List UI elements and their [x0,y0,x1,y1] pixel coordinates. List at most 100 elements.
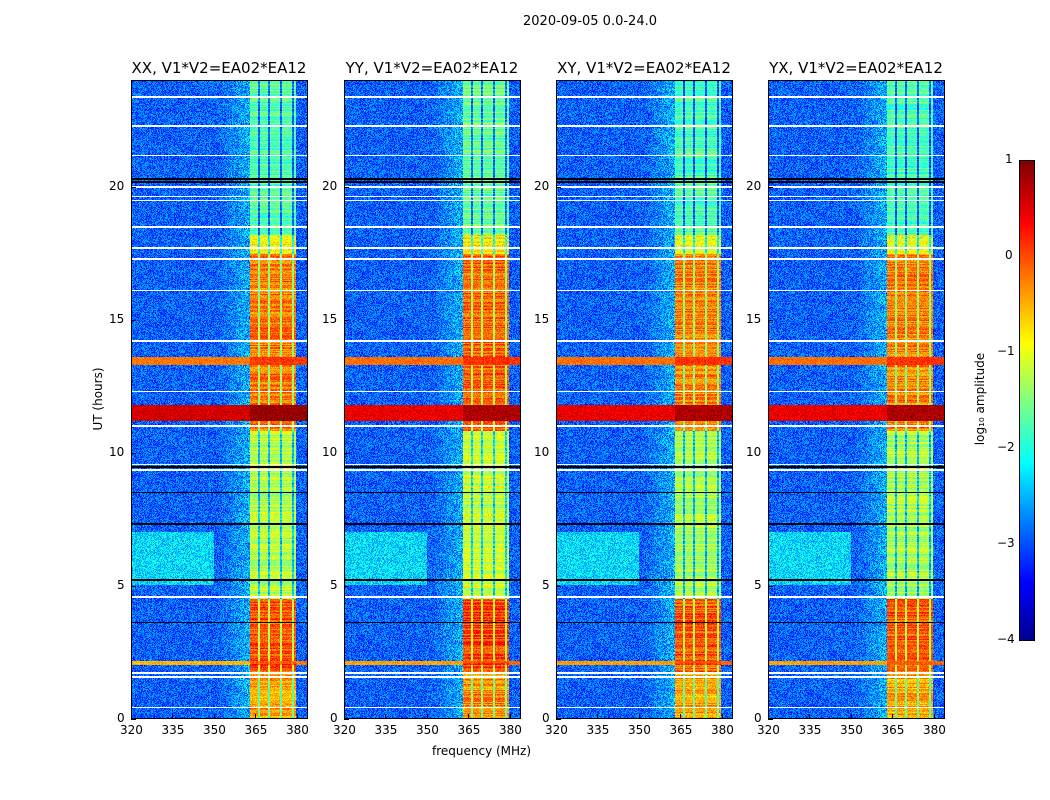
x-tick-label: 380 [922,723,946,737]
colorbar [1019,160,1035,641]
x-tick-mark [768,714,769,719]
y-tick-label: 5 [330,577,338,592]
y-tick-label: 5 [542,577,550,592]
x-tick-mark [721,714,723,719]
y-tick-mark [344,452,349,454]
x-tick-label: 320 [333,723,356,737]
y-tick-mark [131,319,136,321]
x-tick-label: 365 [244,723,268,737]
x-tick-label: 380 [285,723,309,737]
x-tick-label: 335 [586,723,610,737]
y-tick-mark [344,585,349,587]
y-tick-label: 15 [534,311,550,326]
x-tick-mark [680,714,682,719]
x-tick-label: 350 [627,723,651,737]
x-tick-mark [509,714,511,719]
x-tick-mark [933,714,935,719]
y-tick-mark [556,719,561,720]
spectrogram-panel [131,80,308,719]
y-tick-label: 5 [117,577,125,592]
y-tick-mark [131,186,136,188]
colorbar-label: log₁₀ amplitude [973,352,987,446]
y-tick-mark [131,585,136,587]
y-tick-mark [344,719,349,720]
x-axis-label: frequency (MHz) [432,744,532,758]
x-tick-label: 380 [710,723,734,737]
spectrogram-panel [768,80,945,719]
y-tick-label: 10 [322,444,338,459]
panel-title: YX, V1*V2=EA02*EA12 [769,59,943,77]
y-tick-mark [556,452,561,454]
colorbar-tick-label: −3 [997,536,1015,550]
x-tick-mark [892,714,894,719]
spectrogram-image [557,81,732,718]
panel-title: XX, V1*V2=EA02*EA12 [131,59,307,77]
y-tick-mark [556,186,561,188]
y-tick-mark [131,452,136,454]
x-tick-mark [850,714,852,719]
y-tick-label: 10 [534,444,550,459]
spectrogram-image [769,81,944,718]
x-tick-mark [597,714,599,719]
y-tick-mark [768,319,773,321]
spectrogram-image [132,81,307,718]
y-tick-label: 15 [109,311,125,326]
y-tick-label: 5 [754,577,762,592]
y-tick-label: 20 [109,178,125,193]
x-tick-label: 335 [161,723,185,737]
figure-title: 2020-09-05 0.0-24.0 [523,14,657,29]
y-tick-label: 20 [322,178,338,193]
y-tick-mark [556,319,561,321]
y-tick-mark [344,186,349,188]
x-tick-label: 365 [669,723,693,737]
y-tick-label: 0 [754,711,762,725]
y-tick-label: 0 [542,711,550,725]
x-tick-mark [296,714,298,719]
colorbar-tick-label: −1 [997,344,1015,358]
y-tick-label: 20 [534,178,550,193]
x-tick-mark [468,714,470,719]
x-tick-label: 350 [202,723,226,737]
y-tick-label: 10 [746,444,762,459]
y-tick-label: 15 [746,311,762,326]
x-tick-mark [213,714,215,719]
x-tick-label: 380 [498,723,522,737]
x-tick-label: 320 [120,723,143,737]
x-tick-label: 320 [757,723,780,737]
y-tick-mark [344,319,349,321]
y-axis-label: UT (hours) [91,367,105,431]
y-tick-label: 0 [330,711,338,725]
y-tick-label: 10 [109,444,125,459]
y-tick-mark [768,452,773,454]
x-tick-label: 335 [374,723,398,737]
x-tick-mark [255,714,257,719]
x-tick-label: 335 [798,723,822,737]
panel-title: YY, V1*V2=EA02*EA12 [345,59,519,77]
spectrogram-panel [556,80,733,719]
y-tick-mark [556,585,561,587]
x-tick-label: 350 [415,723,439,737]
panel-title: XY, V1*V2=EA02*EA12 [557,59,731,77]
x-tick-mark [131,714,132,719]
colorbar-tick-label: 1 [1005,152,1013,166]
x-tick-mark [809,714,811,719]
x-tick-label: 365 [457,723,481,737]
x-tick-mark [426,714,428,719]
x-tick-label: 320 [545,723,568,737]
y-tick-mark [768,719,773,720]
x-tick-mark [638,714,640,719]
y-tick-label: 15 [322,311,338,326]
x-tick-mark [385,714,387,719]
y-tick-mark [768,186,773,188]
y-tick-mark [768,585,773,587]
x-tick-mark [172,714,174,719]
x-tick-label: 350 [839,723,863,737]
spectrogram-image [345,81,520,718]
colorbar-tick-label: −4 [997,632,1015,646]
y-tick-mark [131,719,136,720]
x-tick-label: 365 [881,723,905,737]
x-tick-mark [556,714,557,719]
y-tick-label: 0 [117,711,125,725]
colorbar-tick-label: −2 [997,440,1015,454]
y-tick-label: 20 [746,178,762,193]
